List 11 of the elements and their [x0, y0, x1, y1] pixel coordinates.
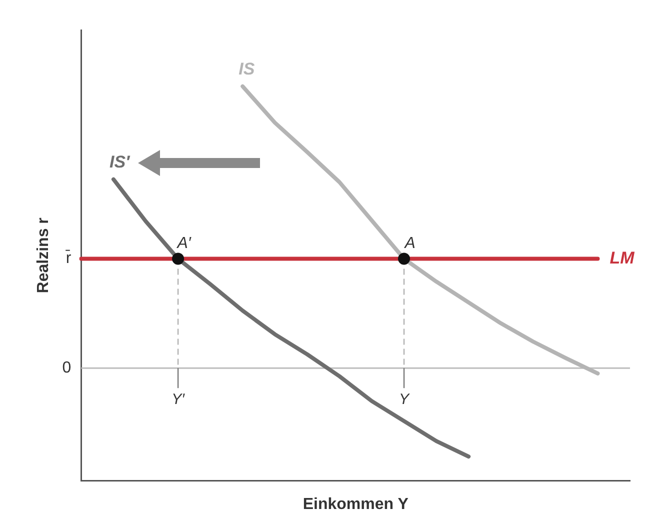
series-label: IS′: [109, 152, 131, 172]
annotation: Y: [399, 390, 410, 408]
series-label: LM: [610, 248, 636, 268]
y-axis-title: Realzins r: [35, 218, 52, 294]
text: r̄: [64, 249, 72, 268]
series-label: IS: [238, 60, 256, 79]
annotation: A′: [176, 235, 192, 252]
annotation: Y′: [172, 390, 186, 408]
text: 0: [62, 360, 72, 377]
x-axis-title: Einkommen Y: [302, 496, 409, 513]
annotation: A: [404, 235, 416, 252]
